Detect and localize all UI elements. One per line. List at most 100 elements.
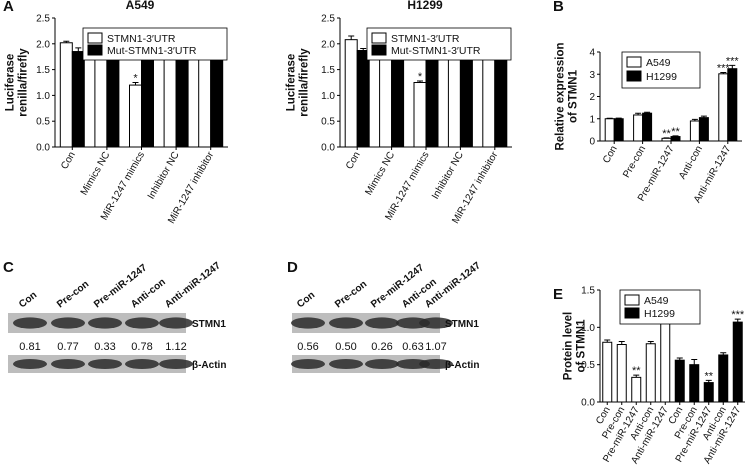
- bar: [71, 51, 85, 148]
- y-axis-label-line: Luciferase: [286, 54, 298, 112]
- quantification: 0.81: [19, 341, 40, 353]
- legend-swatch: [626, 56, 642, 68]
- y-axis-label-line: renilla/firefly: [299, 48, 311, 117]
- legend-label: H1299: [644, 308, 675, 320]
- bar: [447, 51, 461, 148]
- y-tick-label: 1.5: [581, 286, 595, 297]
- significance: **: [632, 365, 641, 377]
- x-tick-label: Inhibitor NC: [146, 150, 182, 201]
- significance: *: [133, 73, 138, 85]
- y-axis-label-line: Luciferase: [5, 54, 17, 112]
- legend-label: STMN1-3′UTR: [391, 33, 460, 45]
- blot-band: [159, 358, 193, 370]
- y-tick-label: 2.0: [321, 39, 335, 50]
- blot-target: STMN1: [445, 319, 479, 330]
- blot-band: [88, 358, 122, 370]
- y-tick-label: 2.5: [36, 14, 50, 25]
- bar: [602, 341, 613, 403]
- error-bar: [132, 82, 139, 86]
- blot-band: [51, 358, 85, 370]
- x-tick-label: Inhibitor NC: [430, 150, 466, 201]
- legend-swatch: [371, 44, 387, 56]
- y-axis-label-line: renilla/firefly: [18, 48, 30, 117]
- x-tick-label: Mimics NC: [79, 150, 113, 197]
- error-bar: [360, 47, 367, 51]
- bar: [94, 49, 108, 148]
- error-bar: [729, 64, 736, 69]
- y-tick-label: 1.0: [581, 323, 595, 334]
- bar: [645, 343, 656, 403]
- bar: [698, 117, 709, 142]
- lane-label: Pre-con: [55, 279, 91, 311]
- bar: [616, 344, 627, 403]
- error-bar: [618, 341, 625, 345]
- error-bar: [700, 115, 707, 118]
- legend-label: Mut-STMN1-3′UTR: [107, 45, 197, 57]
- error-bar: [734, 318, 741, 323]
- error-bar: [348, 35, 355, 40]
- y-tick-label: 1.0: [321, 91, 335, 102]
- y-axis-label-line: Relative expression: [555, 42, 567, 150]
- y-axis-label: Luciferase renilla/firefly: [5, 48, 30, 117]
- quantification: 0.26: [371, 341, 392, 353]
- x-tick-label: Anti-con: [677, 144, 705, 181]
- lane-label: Pre-miR-1247: [369, 262, 426, 310]
- y-tick-label: 0: [589, 137, 595, 148]
- blot-band: [125, 317, 159, 329]
- quantification: 1.12: [165, 341, 186, 353]
- lane-label: Anti-miR-1247: [163, 260, 223, 310]
- y-tick-label: 2.0: [36, 39, 50, 50]
- bar: [210, 48, 224, 148]
- bar: [129, 84, 142, 148]
- lane-label: Con: [295, 290, 317, 311]
- blot-band: [13, 358, 47, 370]
- y-tick-label: 2.5: [321, 14, 335, 25]
- panel-letter: D: [287, 259, 298, 276]
- bar: [413, 82, 427, 148]
- bar: [727, 68, 738, 142]
- y-tick-label: 0.5: [36, 117, 50, 128]
- bar: [344, 39, 358, 148]
- blot-band: [125, 358, 159, 370]
- blot-band: [291, 358, 325, 370]
- y-tick-label: 4: [589, 48, 595, 59]
- chart-title: A549: [126, 0, 155, 12]
- legend-swatch: [624, 307, 640, 319]
- y-axis-label-line: of STMN1: [568, 69, 580, 123]
- quantification: 0.77: [57, 341, 78, 353]
- chart-title: H1299: [407, 0, 443, 12]
- bar: [718, 354, 729, 403]
- blot-band: [365, 358, 399, 370]
- legend-swatch: [87, 44, 103, 56]
- bar: [141, 45, 154, 148]
- y-tick-label: 2: [589, 92, 595, 103]
- bar: [631, 376, 642, 403]
- bar: [642, 112, 653, 142]
- significance: **: [704, 370, 713, 382]
- legend-swatch: [371, 32, 387, 44]
- error-bar: [644, 111, 651, 114]
- y-tick-label: 1.0: [36, 91, 50, 102]
- y-tick-label: 0.0: [36, 143, 50, 154]
- bar: [604, 118, 615, 142]
- quantification: 0.50: [335, 341, 356, 353]
- bar: [613, 118, 624, 142]
- significance: *: [418, 71, 423, 83]
- significance: ***: [726, 55, 740, 67]
- y-tick-label: 3: [589, 70, 595, 81]
- y-tick-label: 1.5: [36, 65, 50, 76]
- error-bar: [676, 357, 683, 361]
- panel-letter: E: [553, 286, 563, 303]
- error-bar: [633, 374, 640, 378]
- bar: [689, 120, 700, 142]
- bar: [660, 317, 671, 403]
- error-bar: [615, 117, 622, 119]
- legend-label: A549: [646, 57, 671, 69]
- significance: **: [662, 128, 671, 140]
- y-tick-label: 1: [589, 114, 595, 125]
- bar: [482, 50, 496, 148]
- x-tick-label: Con: [601, 144, 620, 165]
- y-axis-label-line: Protein level: [563, 312, 575, 380]
- blot-band: [291, 317, 325, 329]
